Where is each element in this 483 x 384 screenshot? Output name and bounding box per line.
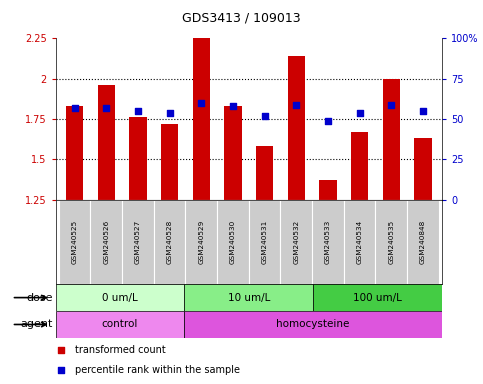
Point xyxy=(166,109,173,116)
Text: GSM240526: GSM240526 xyxy=(103,220,109,264)
Text: 10 um/L: 10 um/L xyxy=(227,293,270,303)
Point xyxy=(292,101,300,108)
Text: GSM240530: GSM240530 xyxy=(230,220,236,264)
Text: agent: agent xyxy=(21,319,53,329)
Bar xyxy=(129,118,147,200)
Text: transformed count: transformed count xyxy=(75,345,166,355)
Bar xyxy=(319,180,337,200)
Text: GSM240535: GSM240535 xyxy=(388,220,394,264)
Bar xyxy=(185,200,217,284)
Bar xyxy=(217,200,249,284)
Text: GSM240531: GSM240531 xyxy=(262,220,268,264)
Text: GSM240525: GSM240525 xyxy=(71,220,78,264)
Text: GSM240534: GSM240534 xyxy=(356,220,363,264)
Point xyxy=(102,105,110,111)
Point xyxy=(134,108,142,114)
Text: GSM240532: GSM240532 xyxy=(293,220,299,264)
Point xyxy=(356,109,364,116)
Bar xyxy=(383,79,400,200)
Point xyxy=(419,108,427,114)
Bar xyxy=(351,132,369,200)
Text: homocysteine: homocysteine xyxy=(276,319,350,329)
Text: GSM240848: GSM240848 xyxy=(420,220,426,264)
Point xyxy=(229,103,237,109)
Bar xyxy=(224,106,242,200)
Bar xyxy=(90,200,122,284)
Point xyxy=(57,367,65,373)
Bar xyxy=(59,200,90,284)
Bar xyxy=(256,146,273,200)
Text: GSM240533: GSM240533 xyxy=(325,220,331,264)
Bar xyxy=(193,38,210,200)
Bar xyxy=(98,85,115,200)
Text: percentile rank within the sample: percentile rank within the sample xyxy=(75,365,240,375)
Bar xyxy=(375,200,407,284)
Point xyxy=(57,347,65,353)
Text: GDS3413 / 109013: GDS3413 / 109013 xyxy=(182,12,301,25)
Text: 100 um/L: 100 um/L xyxy=(353,293,402,303)
Point xyxy=(324,118,332,124)
Bar xyxy=(344,200,375,284)
Bar xyxy=(407,200,439,284)
Text: 0 um/L: 0 um/L xyxy=(102,293,138,303)
Text: dose: dose xyxy=(27,293,53,303)
Bar xyxy=(185,284,313,311)
Point xyxy=(387,101,395,108)
Bar xyxy=(154,200,185,284)
Bar xyxy=(249,200,281,284)
Bar xyxy=(414,138,432,200)
Bar xyxy=(313,284,442,311)
Point xyxy=(198,100,205,106)
Point xyxy=(261,113,269,119)
Point xyxy=(71,105,78,111)
Bar xyxy=(122,200,154,284)
Bar xyxy=(185,311,442,338)
Text: GSM240527: GSM240527 xyxy=(135,220,141,264)
Text: GSM240528: GSM240528 xyxy=(167,220,172,264)
Bar xyxy=(161,124,178,200)
Bar xyxy=(281,200,312,284)
Bar xyxy=(312,200,344,284)
Bar xyxy=(56,284,185,311)
Bar xyxy=(56,311,185,338)
Text: control: control xyxy=(102,319,138,329)
Bar xyxy=(66,106,83,200)
Text: GSM240529: GSM240529 xyxy=(198,220,204,264)
Bar xyxy=(287,56,305,200)
